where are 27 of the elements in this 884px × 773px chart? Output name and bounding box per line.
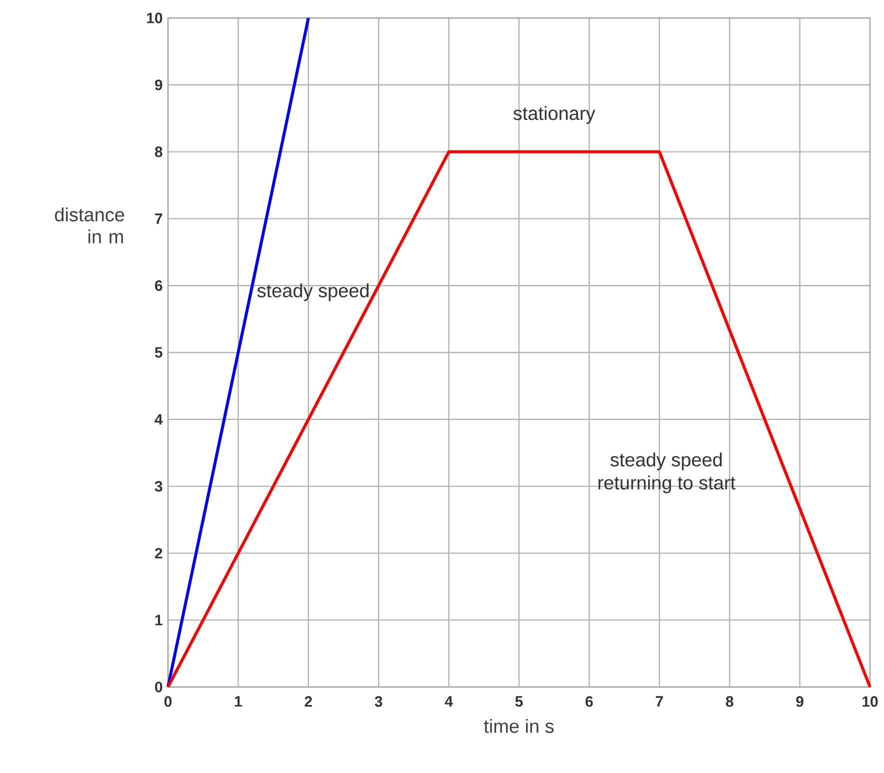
x-tick-label: 3 xyxy=(374,696,382,707)
x-tick-label: 2 xyxy=(304,696,312,707)
y-tick-label: 2 xyxy=(154,548,162,558)
x-tick-label: 8 xyxy=(726,696,734,707)
y-tick-label: 4 xyxy=(154,414,163,425)
y-tick-label: 0 xyxy=(155,682,162,692)
y-tick-label: 5 xyxy=(154,347,162,358)
x-tick-label: 5 xyxy=(515,696,523,707)
x-tick-label: 6 xyxy=(586,696,593,707)
y-tick-label: 8 xyxy=(154,146,162,158)
x-tick-label: 1 xyxy=(234,696,242,707)
annotation: stationary xyxy=(513,106,596,124)
y-tick-label: 7 xyxy=(155,214,162,224)
x-tick-label: 0 xyxy=(164,696,172,707)
y-tick-label: 3 xyxy=(154,480,162,492)
x-axis-title: time in s xyxy=(484,719,554,733)
annotation: steady speed returning to start xyxy=(598,452,736,494)
x-tick-label: 10 xyxy=(862,696,878,707)
annotation: steady speed xyxy=(257,283,369,302)
x-tick-label: 9 xyxy=(796,696,804,707)
y-tick-label: 6 xyxy=(155,280,162,291)
y-tick-label: 1 xyxy=(155,614,162,626)
y-axis-title: distance in m xyxy=(55,207,124,244)
y-tick-label: 9 xyxy=(154,80,162,90)
x-tick-label: 4 xyxy=(444,696,453,707)
y-tick-label: 10 xyxy=(147,12,162,24)
x-tick-label: 7 xyxy=(656,696,663,707)
